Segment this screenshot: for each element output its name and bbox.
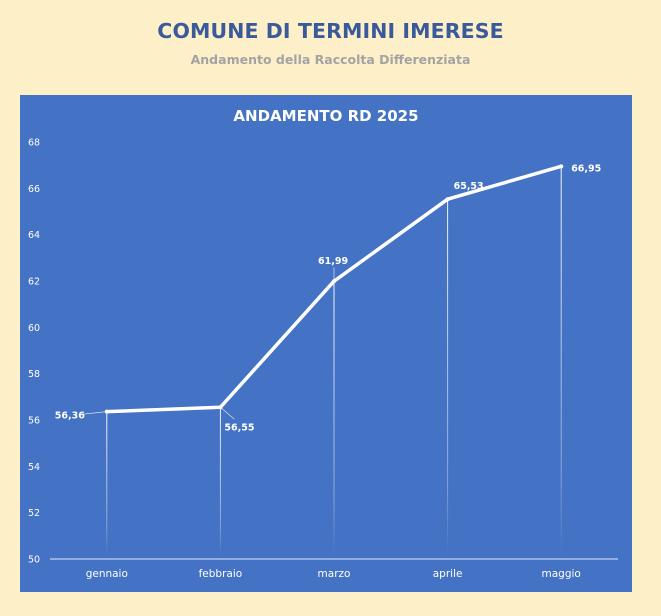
y-tick-label: 56	[28, 416, 40, 427]
drop-line	[219, 407, 221, 555]
x-tick-label: maggio	[542, 568, 581, 580]
chart-svg: ANDAMENTO RD 2025 50 52 54 56 58 60 62 64 66 68 g…	[28, 107, 618, 580]
page-title: COMUNE DI TERMINI IMERESE	[157, 19, 504, 43]
chart-title: ANDAMENTO RD 2025	[233, 107, 418, 125]
data-label: 61,99	[318, 256, 348, 267]
x-tick-label: marzo	[318, 568, 351, 580]
y-tick-label: 64	[28, 230, 40, 241]
y-tick-label: 50	[28, 555, 40, 566]
data-label-leader	[220, 406, 235, 420]
data-label: 56,55	[224, 422, 254, 433]
data-point	[445, 197, 450, 202]
page-subtitle: Andamento della Raccolta Differenziata	[190, 52, 471, 67]
data-labels: 56,36 56,55 61,99 65,53 66,95	[55, 163, 601, 433]
data-label: 56,36	[55, 411, 85, 422]
y-axis: 50 52 54 56 58 60 62 64 66 68	[28, 138, 40, 566]
drop-line	[106, 411, 108, 555]
data-point	[332, 279, 336, 284]
data-label: 66,95	[571, 163, 601, 174]
x-tick-label: aprile	[433, 568, 463, 580]
chart-panel: ANDAMENTO RD 2025 50 52 54 56 58 60 62 64 66 68 g…	[20, 95, 632, 592]
x-tick-label: gennaio	[86, 568, 128, 580]
y-tick-label: 62	[28, 277, 40, 288]
drop-line	[333, 281, 335, 555]
drop-lines	[106, 166, 562, 555]
y-tick-label: 52	[28, 508, 40, 519]
y-tick-label: 54	[28, 462, 40, 473]
y-tick-label: 60	[28, 323, 40, 334]
drop-line	[447, 199, 449, 555]
x-axis: gennaio febbraio marzo aprile maggio	[86, 568, 581, 580]
drop-line	[560, 166, 562, 555]
x-tick-label: febbraio	[199, 568, 243, 580]
data-point	[559, 164, 564, 169]
y-tick-label: 68	[28, 138, 40, 149]
y-tick-label: 58	[28, 369, 40, 380]
data-label: 65,53	[454, 181, 484, 192]
y-tick-label: 66	[28, 184, 40, 195]
data-label-leader	[78, 411, 107, 416]
